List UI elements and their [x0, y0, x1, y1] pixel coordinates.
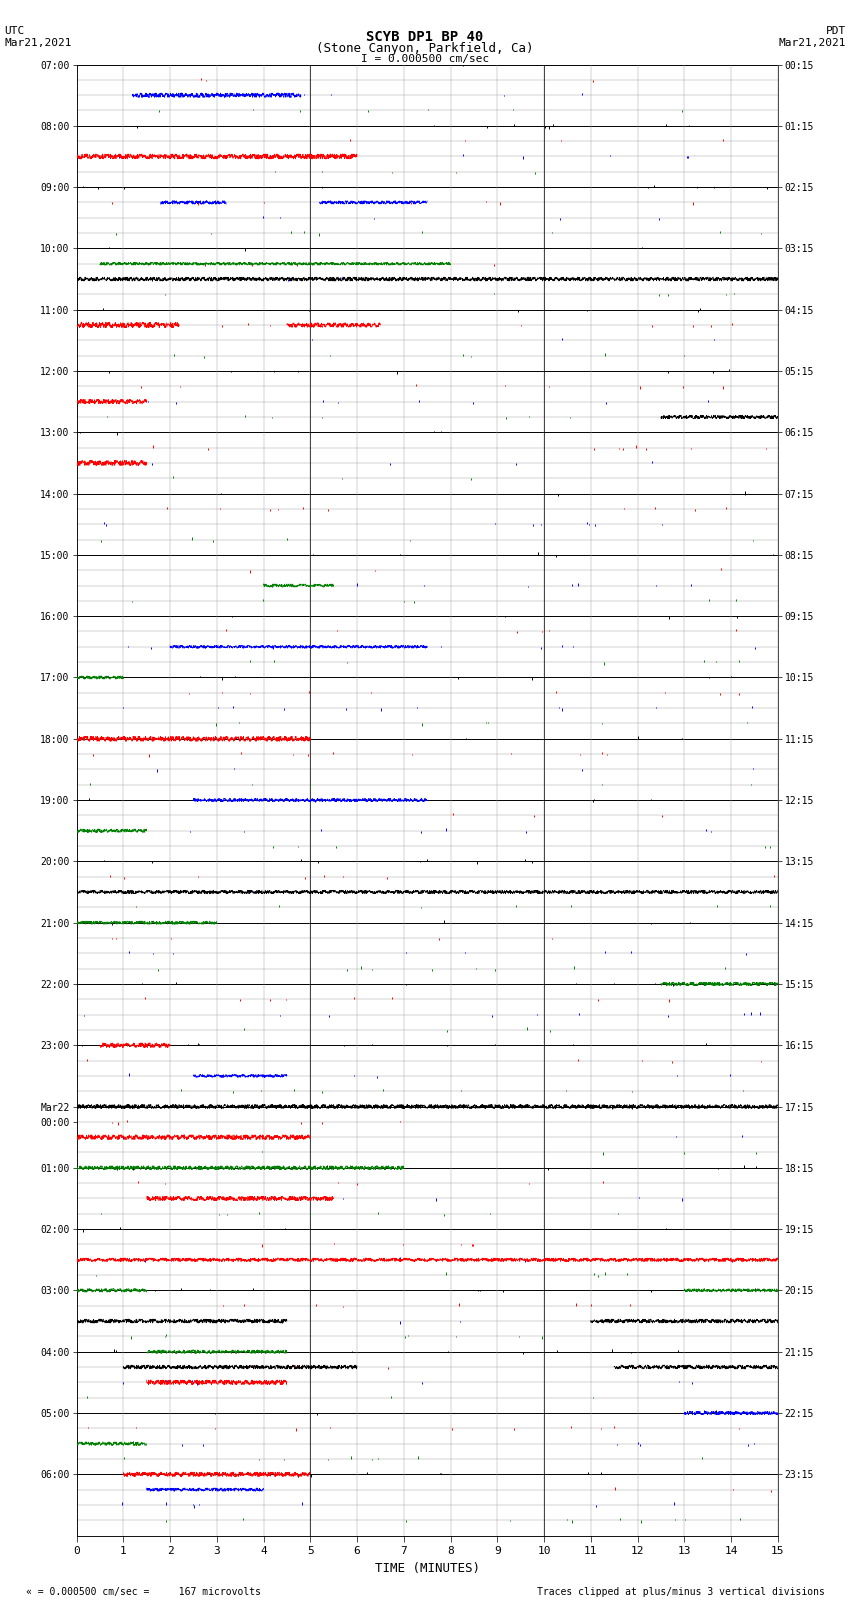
- Text: Mar21,2021: Mar21,2021: [779, 37, 846, 48]
- Text: UTC: UTC: [4, 26, 25, 35]
- Text: Mar21,2021: Mar21,2021: [4, 37, 71, 48]
- Text: SCYB DP1 BP 40: SCYB DP1 BP 40: [366, 31, 484, 44]
- Text: I = 0.000500 cm/sec: I = 0.000500 cm/sec: [361, 53, 489, 65]
- Text: « = 0.000500 cm/sec =     167 microvolts: « = 0.000500 cm/sec = 167 microvolts: [26, 1587, 260, 1597]
- Text: (Stone Canyon, Parkfield, Ca): (Stone Canyon, Parkfield, Ca): [316, 42, 534, 55]
- X-axis label: TIME (MINUTES): TIME (MINUTES): [375, 1561, 479, 1574]
- Text: PDT: PDT: [825, 26, 846, 35]
- Text: Traces clipped at plus/minus 3 vertical divisions: Traces clipped at plus/minus 3 vertical …: [536, 1587, 824, 1597]
